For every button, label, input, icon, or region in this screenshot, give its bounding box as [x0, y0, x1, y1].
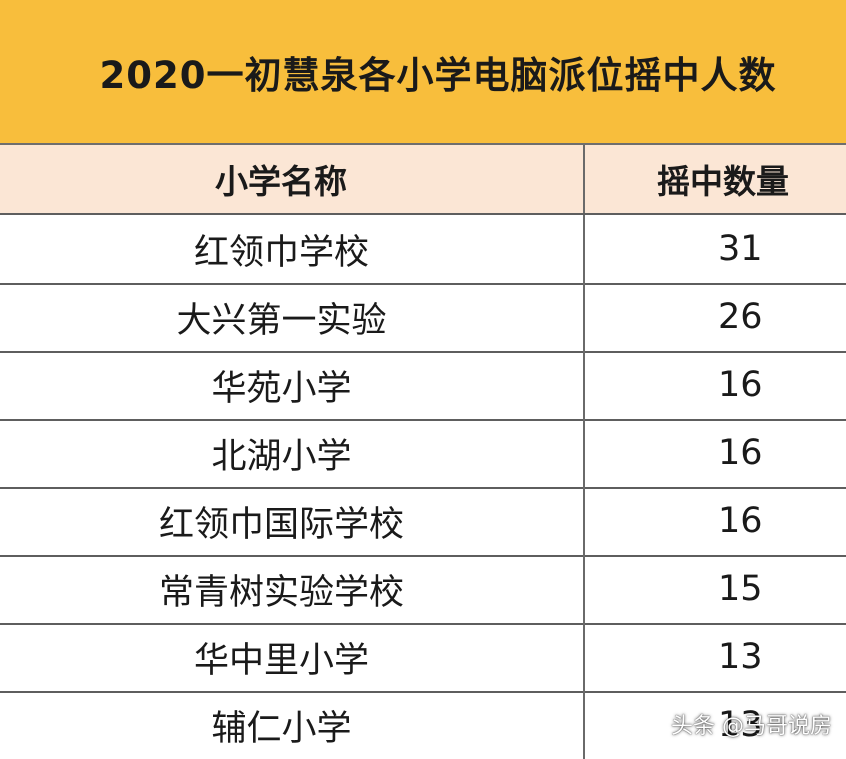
- table-row: 常青树实验学校 15: [0, 555, 846, 625]
- school-name-cell: 北湖小学: [0, 419, 585, 487]
- count-cell: 16: [718, 501, 763, 541]
- count-cell: 31: [718, 229, 763, 269]
- school-name-cell: 华中里小学: [0, 623, 585, 691]
- school-name-cell: 辅仁小学: [0, 691, 585, 759]
- header-count: 摇中数量: [657, 162, 789, 201]
- count-cell: 15: [718, 569, 763, 609]
- school-name-cell: 常青树实验学校: [0, 555, 585, 623]
- title-banner: 2020一初慧泉各小学电脑派位摇中人数: [0, 0, 846, 143]
- table-row: 北湖小学 16: [0, 419, 846, 489]
- table-row: 华中里小学 13: [0, 623, 846, 693]
- table-header-row: 小学名称 摇中数量: [0, 145, 846, 215]
- count-cell: 26: [718, 297, 763, 337]
- page-title: 2020一初慧泉各小学电脑派位摇中人数: [99, 53, 777, 97]
- count-cell: 13: [718, 637, 763, 677]
- count-cell: 13: [718, 705, 763, 745]
- source-watermark: 头条 @马哥说房: [671, 714, 832, 739]
- table-row: 红领巾学校 31: [0, 215, 846, 285]
- school-name-cell: 红领巾国际学校: [0, 487, 585, 555]
- count-cell: 16: [718, 433, 763, 473]
- header-school-name: 小学名称: [0, 145, 585, 213]
- table-row: 大兴第一实验 26: [0, 283, 846, 353]
- school-name-cell: 华苑小学: [0, 351, 585, 419]
- school-name-cell: 红领巾学校: [0, 215, 585, 283]
- table-row: 华苑小学 16: [0, 351, 846, 421]
- results-table: 小学名称 摇中数量 红领巾学校 31 大兴第一实验 26 华苑小学 16 北湖小…: [0, 143, 846, 759]
- school-name-cell: 大兴第一实验: [0, 283, 585, 351]
- table-row: 红领巾国际学校 16: [0, 487, 846, 557]
- table-row: 辅仁小学 13: [0, 691, 846, 759]
- count-cell: 16: [718, 365, 763, 405]
